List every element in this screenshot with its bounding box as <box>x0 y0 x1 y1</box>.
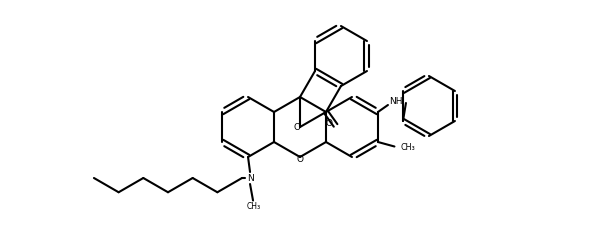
Text: NH: NH <box>389 97 403 106</box>
Text: N: N <box>247 174 253 183</box>
Text: CH₃: CH₃ <box>400 142 415 151</box>
Text: O: O <box>325 118 332 127</box>
Text: O: O <box>293 123 300 132</box>
Text: CH₃: CH₃ <box>247 201 261 210</box>
Text: O: O <box>296 154 303 163</box>
